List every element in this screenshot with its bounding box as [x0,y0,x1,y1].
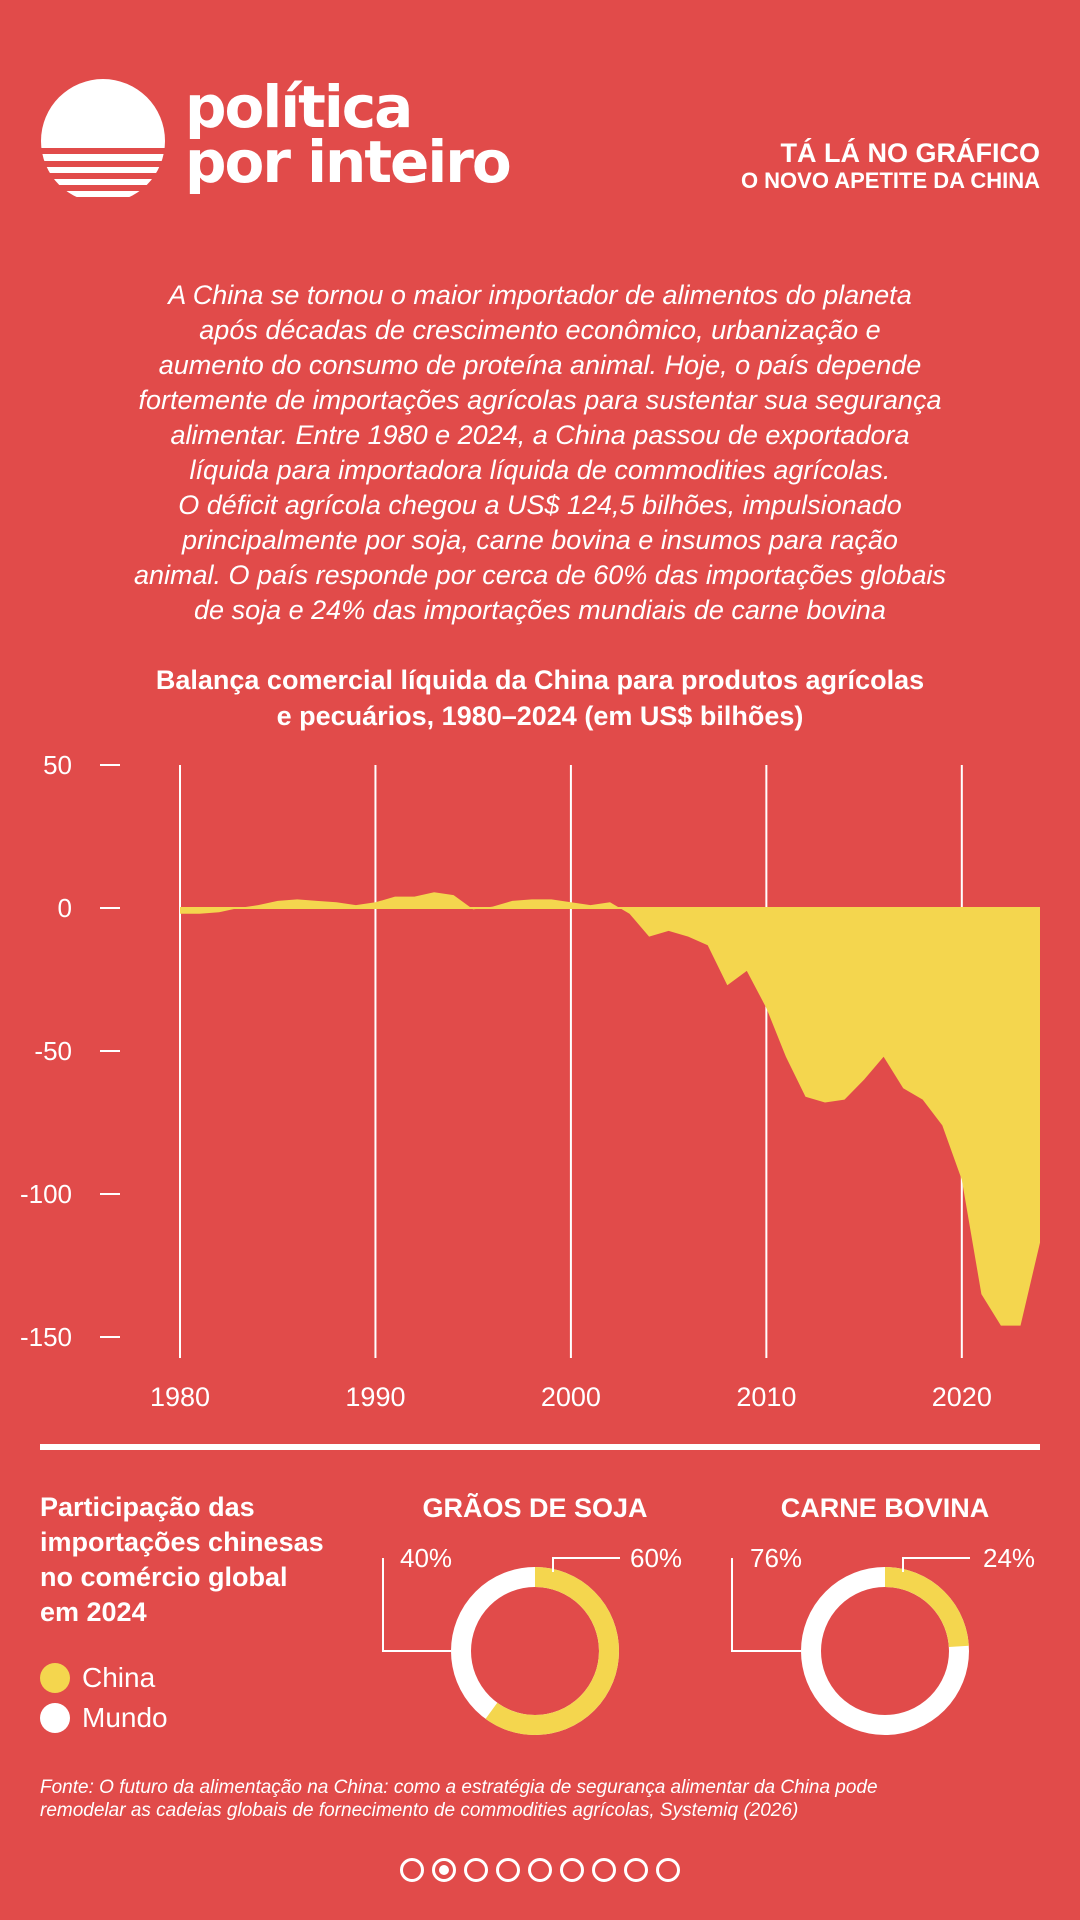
beef-donut-title: CARNE BOVINA [780,1493,990,1523]
carousel-pagination [0,1858,1080,1882]
page-dot[interactable] [560,1858,584,1882]
legend-label: Mundo [82,1702,168,1733]
beef-world-pct: 76% [750,1543,803,1573]
beef-china-leader-line [902,1557,970,1572]
intro-line: fortemente de importações agrícolas para… [138,385,942,415]
brand-line-2: por inteiro [185,128,512,196]
intro-line: alimentar. Entre 1980 e 2024, a China pa… [170,420,910,450]
page-dot[interactable] [464,1858,488,1882]
source-note: Fonte: O futuro da alimentação na China:… [40,1776,1050,1822]
page-dot[interactable] [624,1858,648,1882]
beef-donut-slice-china [801,1567,969,1735]
x-tick-label: 2000 [541,1382,601,1412]
intro-line: A China se tornou o maior importador de … [168,280,912,310]
source-line: remodelar as cadeias globais de fornecim… [40,1800,799,1821]
soy-world-pct: 40% [400,1543,453,1573]
brand-wordmark: política por inteiro [185,73,512,196]
legend: China Mundo [40,1658,168,1738]
share-title-line: Participação das [40,1492,255,1522]
soy-china-pct: 60% [630,1543,683,1573]
x-tick-label: 2010 [736,1382,796,1412]
y-tick-label: 50 [43,750,72,780]
chart-title: Balança comercial líquida da China para … [60,662,1020,734]
beef-world-leader-line [731,1558,801,1652]
intro-line: líquida para importadora líquida de comm… [189,455,891,485]
page-dot[interactable] [592,1858,616,1882]
intro-line: principalmente por soja, carne bovina e … [182,525,898,555]
share-title: Participação das importações chinesas no… [40,1490,360,1630]
intro-line: aumento do consumo de proteína animal. H… [158,350,922,380]
beef-china-pct: 24% [983,1543,1036,1573]
y-tick-label: -100 [20,1179,72,1209]
trade-balance-area-chart: 50 0 -50 -100 -150 1980 1990 2000 2010 2020 [20,750,1040,1412]
y-tick-label: 0 [58,893,72,923]
page-dot-current[interactable] [432,1858,456,1882]
soy-china-leader-line [552,1557,620,1572]
legend-label: China [82,1662,156,1693]
intro-line: O déficit agrícola chegou a US$ 124,5 bi… [178,490,902,520]
legend-item-china: China [40,1658,168,1698]
x-tick-label: 1980 [150,1382,210,1412]
share-title-line: em 2024 [40,1597,147,1627]
chart-title-line-1: Balança comercial líquida da China para … [155,665,925,695]
share-title-line: no comércio global [40,1562,288,1592]
legend-swatch-mundo [40,1703,70,1733]
share-title-line: importações chinesas [40,1527,324,1557]
y-tick-label: -50 [34,1036,72,1066]
intro-line: após décadas de crescimento econômico, u… [199,315,881,345]
series-area-net-balance [180,892,1040,1326]
page-dot[interactable] [400,1858,424,1882]
legend-swatch-china [40,1663,70,1693]
legend-item-mundo: Mundo [40,1698,168,1738]
x-tick-label: 2020 [932,1382,992,1412]
sunset-logo-icon [41,79,165,197]
page-dot[interactable] [528,1858,552,1882]
y-tick-label: -150 [20,1322,72,1352]
section-kicker: TÁ LÁ NO GRÁFICO O NOVO APETITE DA CHINA [741,138,1040,194]
intro-line: de soja e 24% das importações mundiais d… [194,595,886,625]
x-tick-label: 1990 [345,1382,405,1412]
brand-line-1: política [185,73,413,141]
soy-world-leader-line [382,1558,451,1652]
page-dot[interactable] [496,1858,520,1882]
intro-paragraph: A China se tornou o maior importador de … [55,278,1025,628]
soy-donut-slice-china [451,1567,619,1735]
page-dot[interactable] [656,1858,680,1882]
kicker-line-2: O NOVO APETITE DA CHINA [740,168,1040,193]
kicker-line-1: TÁ LÁ NO GRÁFICO [780,138,1040,168]
soy-donut-title: GRÃOS DE SOJA [422,1493,648,1523]
source-line: Fonte: O futuro da alimentação na China:… [40,1777,878,1798]
intro-line: animal. O país responde por cerca de 60%… [134,560,946,590]
section-divider [40,1444,1040,1450]
chart-title-line-2: e pecuários, 1980–2024 (em US$ bilhões) [276,701,804,731]
